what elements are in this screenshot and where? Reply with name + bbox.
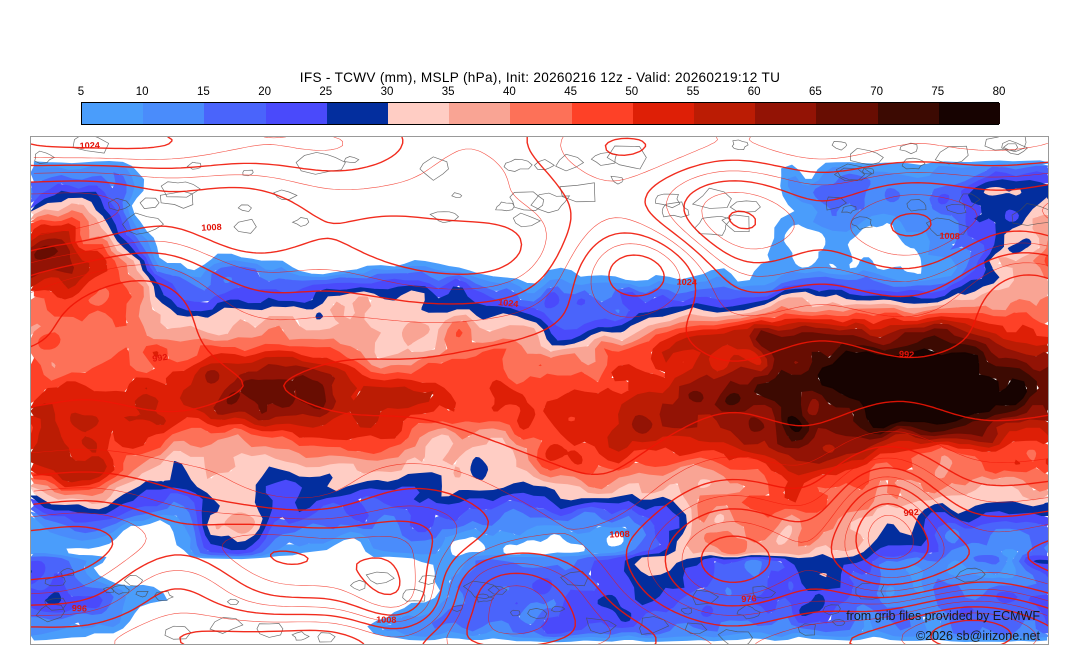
svg-text:1008: 1008 [201, 222, 222, 233]
svg-text:992: 992 [903, 507, 919, 518]
svg-text:992: 992 [152, 352, 169, 364]
svg-text:1024: 1024 [79, 140, 100, 150]
svg-text:996: 996 [71, 603, 87, 614]
svg-text:1008: 1008 [939, 231, 960, 241]
svg-text:1008: 1008 [376, 615, 396, 625]
svg-text:1008: 1008 [609, 529, 630, 539]
